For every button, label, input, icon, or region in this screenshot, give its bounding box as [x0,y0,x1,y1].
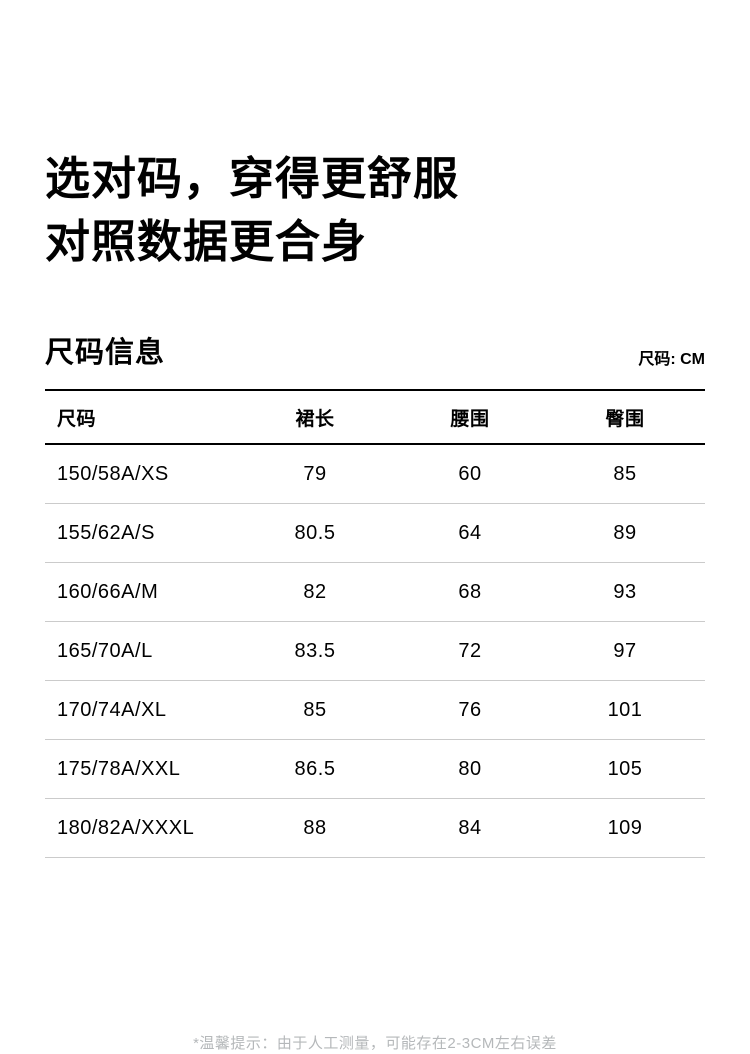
size-label: 175/78A/XXL [57,757,181,780]
size-label: 165/70A/L [57,639,153,662]
measurement-value: 60 [458,462,482,485]
column-header-skirt-length: 裙长 [295,408,335,430]
measurement-value: 79 [303,462,327,485]
measurement-value: 89 [613,521,637,544]
measurement-disclaimer: *温馨提示：由于人工测量，可能存在2-3CM左右误差 [193,1035,557,1052]
page-title-line2: 对照数据更合身 [45,216,368,267]
measurement-value: 86.5 [294,757,336,780]
measurement-value: 64 [458,521,482,544]
measurement-value: 80 [458,757,482,780]
measurement-value: 109 [607,816,643,839]
measurement-value: 85 [613,462,637,485]
table-row: 155/62A/S 80.5 64 89 [45,504,705,563]
page-title: 选对码，穿得更舒服 对照数据更合身 [45,147,705,273]
measurement-value: 84 [458,816,482,839]
measurement-value: 88 [303,816,327,839]
table-row: 175/78A/XXL 86.5 80 105 [45,740,705,799]
measurement-value: 68 [458,580,482,603]
size-section-header: 尺码信息 尺码: CM [45,329,705,371]
size-guide-page: 选对码，穿得更舒服 对照数据更合身 尺码信息 尺码: CM 尺码 裙长 腰围 臀… [0,147,750,858]
measurement-value: 82 [303,580,327,603]
size-label: 155/62A/S [57,521,155,544]
measurement-value: 101 [607,698,643,721]
column-header-size: 尺码 [57,408,97,430]
measurement-value: 76 [458,698,482,721]
table-row: 180/82A/XXXL 88 84 109 [45,799,705,858]
size-table-header-row: 尺码 裙长 腰围 臀围 [45,389,705,445]
size-label: 180/82A/XXXL [57,816,195,839]
size-table: 尺码 裙长 腰围 臀围 150/58A/XS 79 60 85 155/62A/S 80.… [45,389,705,858]
section-title: 尺码信息 [45,337,166,369]
size-table-body: 150/58A/XS 79 60 85 155/62A/S 80.5 64 89 160/66A… [45,445,705,858]
measurement-value: 85 [303,698,327,721]
measurement-value: 105 [607,757,643,780]
measurement-value: 97 [613,639,637,662]
size-label: 170/74A/XL [57,698,167,721]
column-header-waist: 腰围 [450,408,490,430]
size-label: 150/58A/XS [57,462,169,485]
size-label: 160/66A/M [57,580,159,603]
page-title-line1: 选对码，穿得更舒服 [45,153,460,204]
measurement-value: 83.5 [294,639,336,662]
table-row: 150/58A/XS 79 60 85 [45,445,705,504]
measurement-value: 80.5 [294,521,336,544]
unit-label: 尺码: CM [638,351,705,368]
measurement-value: 93 [613,580,637,603]
table-row: 160/66A/M 82 68 93 [45,563,705,622]
column-header-hip: 臀围 [605,408,645,430]
table-row: 170/74A/XL 85 76 101 [45,681,705,740]
measurement-value: 72 [458,639,482,662]
table-row: 165/70A/L 83.5 72 97 [45,622,705,681]
